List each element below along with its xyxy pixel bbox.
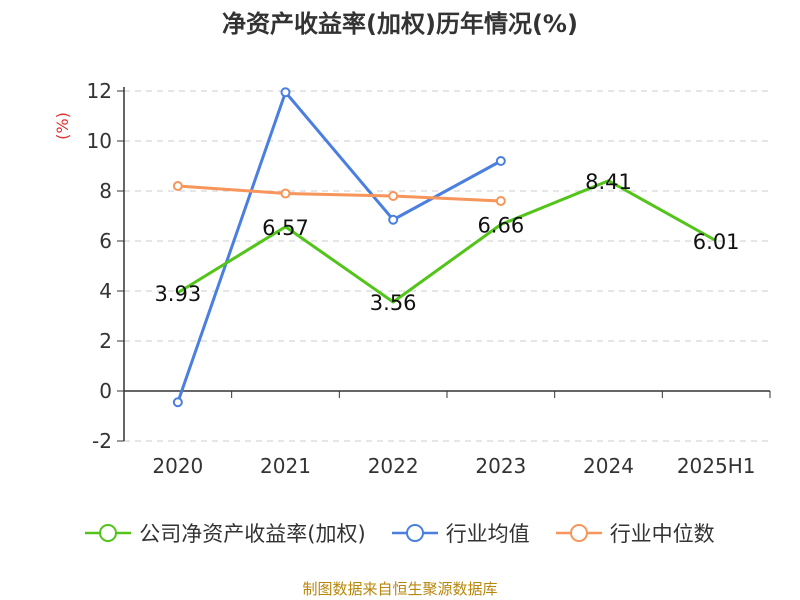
- data-point: [495, 196, 506, 206]
- x-tick-label: 2022: [368, 454, 419, 478]
- y-tick-label: 0: [99, 379, 112, 403]
- series-line: [177, 184, 501, 203]
- data-point: [495, 156, 506, 166]
- y-axis-unit-label: (%): [53, 112, 72, 140]
- series-line: [176, 90, 502, 403]
- x-tick-label: 2024: [583, 454, 634, 478]
- data-label: 6.01: [693, 230, 740, 254]
- legend-item-company[interactable]: 公司净资产收益率(加权): [85, 518, 366, 548]
- data-point: [280, 188, 291, 199]
- y-tick-label: 12: [87, 79, 112, 103]
- chart-title: 净资产收益率(加权)历年情况(%): [222, 10, 578, 38]
- x-tick-label: 2020: [152, 454, 203, 478]
- data-point: [280, 87, 291, 98]
- data-label: 3.93: [154, 282, 201, 306]
- data-point: [388, 191, 399, 201]
- legend: 公司净资产收益率(加权) 行业均值 行业中位数: [0, 518, 800, 548]
- legend-label: 行业均值: [445, 522, 530, 546]
- y-tick-label: 4: [99, 279, 112, 303]
- legend-line-icon: [555, 524, 602, 542]
- y-tick-label: -2: [92, 429, 112, 453]
- data-label: 3.56: [370, 291, 417, 315]
- data-point: [388, 214, 399, 225]
- data-label: 6.57: [262, 216, 309, 240]
- x-tick-label: 2023: [475, 454, 526, 478]
- legend-line-icon: [391, 524, 438, 542]
- data-label: 8.41: [585, 170, 632, 194]
- legend-item-industry-median[interactable]: 行业中位数: [555, 518, 715, 548]
- data-label: 6.66: [477, 214, 524, 238]
- data-point: [172, 181, 183, 191]
- legend-label: 公司净资产收益率(加权): [139, 522, 366, 546]
- series-line: [177, 179, 717, 304]
- legend-line-icon: [85, 524, 132, 542]
- axes: -2 0 2 4 6 8 10 12 2020 2021 2022 2023 2024 2025H1: [87, 79, 771, 478]
- x-tick-label: 2021: [260, 454, 311, 478]
- legend-item-industry-average[interactable]: 行业均值: [391, 518, 530, 548]
- y-tick-label: 10: [87, 129, 112, 153]
- x-tick-label: 2025H1: [677, 454, 756, 478]
- y-tick-label: 2: [99, 329, 112, 353]
- data-labels: 3.93 6.57 3.56 6.66 8.41 6.01: [154, 170, 739, 315]
- series: [172, 87, 717, 408]
- y-tick-label: 8: [99, 179, 112, 203]
- source-footer: 制图数据来自恒生聚源数据库: [302, 580, 498, 598]
- y-tick-label: 6: [99, 229, 112, 253]
- data-point: [172, 397, 183, 408]
- legend-label: 行业中位数: [609, 522, 715, 546]
